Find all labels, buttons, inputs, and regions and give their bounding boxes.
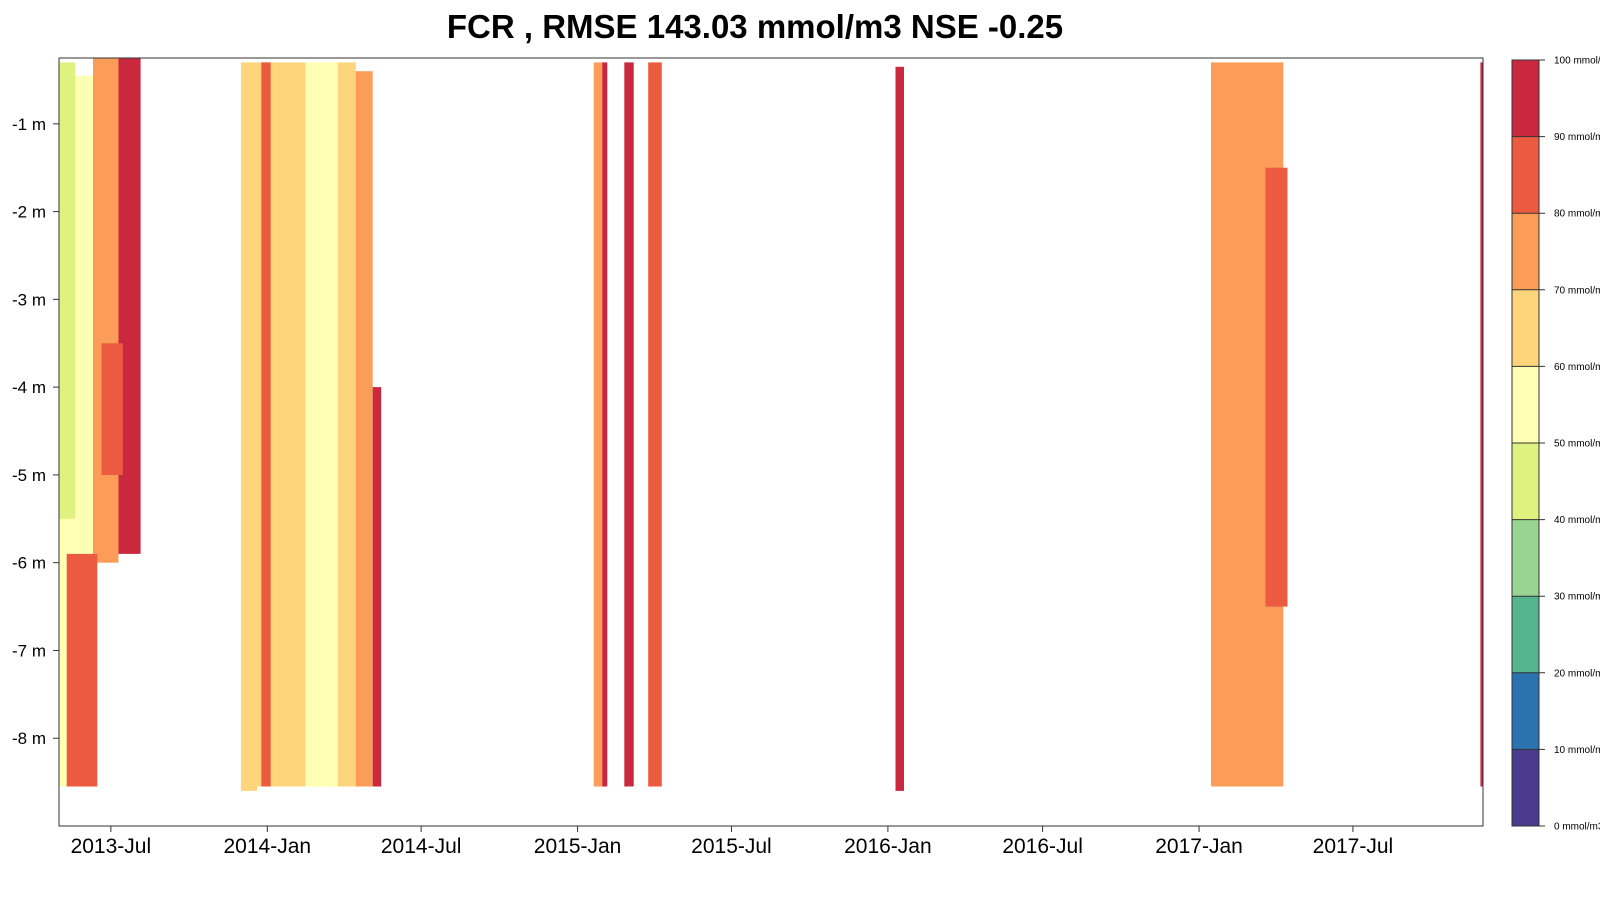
x-tick-label-8: 2017-Jul: [1313, 835, 1394, 858]
x-tick-label-2: 2014-Jul: [381, 835, 462, 858]
legend-label-8: 80 mmol/m3: [1554, 209, 1600, 220]
heatmap-band-4: [66, 553, 98, 787]
legend-label-0: 0 mmol/m3: [1554, 822, 1600, 833]
legend-swatch-3: [1512, 519, 1539, 597]
legend-label-6: 60 mmol/m3: [1554, 362, 1600, 373]
x-axis: 2013-Jul 2014-Jan 2014-Jul 2015-Jan 2015-Jul…: [71, 826, 1394, 858]
y-tick-label-4: -5 m: [12, 466, 46, 485]
legend-swatch-9: [1512, 60, 1539, 137]
heatmap-band-16: [624, 62, 634, 787]
heatmap-band-6: [240, 62, 258, 791]
legend-swatch-8: [1512, 136, 1539, 214]
heatmap-band-20: [1265, 167, 1288, 607]
y-tick-label-6: -7 m: [12, 641, 46, 660]
x-tick-label-7: 2017-Jan: [1155, 835, 1243, 858]
legend-label-2: 20 mmol/m3: [1554, 668, 1600, 679]
y-tick-label-5: -6 m: [12, 554, 46, 573]
y-axis: -1 m -2 m -3 m -4 m -5 m -6 m -7 m -8 m: [12, 115, 59, 748]
heatmap-band-11: [355, 71, 373, 787]
legend-label-10: 100 mmol/m3: [1554, 56, 1600, 67]
legend-label-1: 10 mmol/m3: [1554, 745, 1600, 756]
y-tick-label-7: -8 m: [12, 729, 46, 748]
legend-label-7: 70 mmol/m3: [1554, 285, 1600, 296]
chart-title: FCR , RMSE 143.03 mmol/m3 NSE -0.25: [446, 8, 1064, 45]
legend-swatch-5: [1512, 366, 1539, 443]
x-tick-label-0: 2013-Jul: [71, 835, 152, 858]
x-tick-label-6: 2016-Jul: [1002, 835, 1083, 858]
plot-frame: [58, 57, 1484, 827]
heatmap-band-3: [118, 58, 141, 554]
legend-label-5: 50 mmol/m3: [1554, 439, 1600, 450]
heatmap-band-12: [372, 387, 382, 787]
y-tick-label-1: -2 m: [12, 203, 46, 222]
heatmap-area: [59, 58, 1483, 791]
heatmap-band-9: [305, 62, 338, 787]
heatmap-band-10: [337, 62, 356, 787]
legend-swatch-2: [1512, 596, 1539, 673]
color-legend: 0 mmol/m3 10 mmol/m3 20 mmol/m3 30 mmol/m3 4…: [1511, 56, 1600, 833]
heatmap-band-5: [101, 343, 123, 475]
legend-swatch-6: [1512, 289, 1539, 367]
x-tick-label-5: 2016-Jan: [844, 835, 932, 858]
y-tick-label-2: -3 m: [12, 290, 46, 309]
x-tick-label-1: 2014-Jan: [223, 835, 311, 858]
legend-swatch-4: [1512, 443, 1539, 520]
heatmap-band-8: [283, 62, 306, 787]
x-tick-label-4: 2015-Jul: [691, 835, 772, 858]
legend-swatch-0: [1512, 749, 1539, 826]
x-tick-label-3: 2015-Jan: [534, 835, 622, 858]
heatmap-band-18: [895, 66, 904, 791]
heatmap-band-15: [602, 62, 608, 787]
heatmap-band-13: [261, 62, 271, 787]
legend-swatch-1: [1512, 672, 1539, 750]
y-tick-label-0: -1 m: [12, 115, 46, 134]
legend-label-9: 90 mmol/m3: [1554, 132, 1600, 143]
heatmap-band-14: [593, 62, 603, 787]
legend-label-4: 40 mmol/m3: [1554, 515, 1600, 526]
heatmap-band-1: [59, 62, 76, 519]
y-tick-label-3: -4 m: [12, 378, 46, 397]
heatmap-band-21: [1480, 62, 1483, 787]
heatmap-band-17: [648, 62, 662, 787]
legend-label-3: 30 mmol/m3: [1554, 592, 1600, 603]
heatmap-band-2: [93, 58, 119, 563]
legend-swatch-7: [1512, 213, 1539, 290]
